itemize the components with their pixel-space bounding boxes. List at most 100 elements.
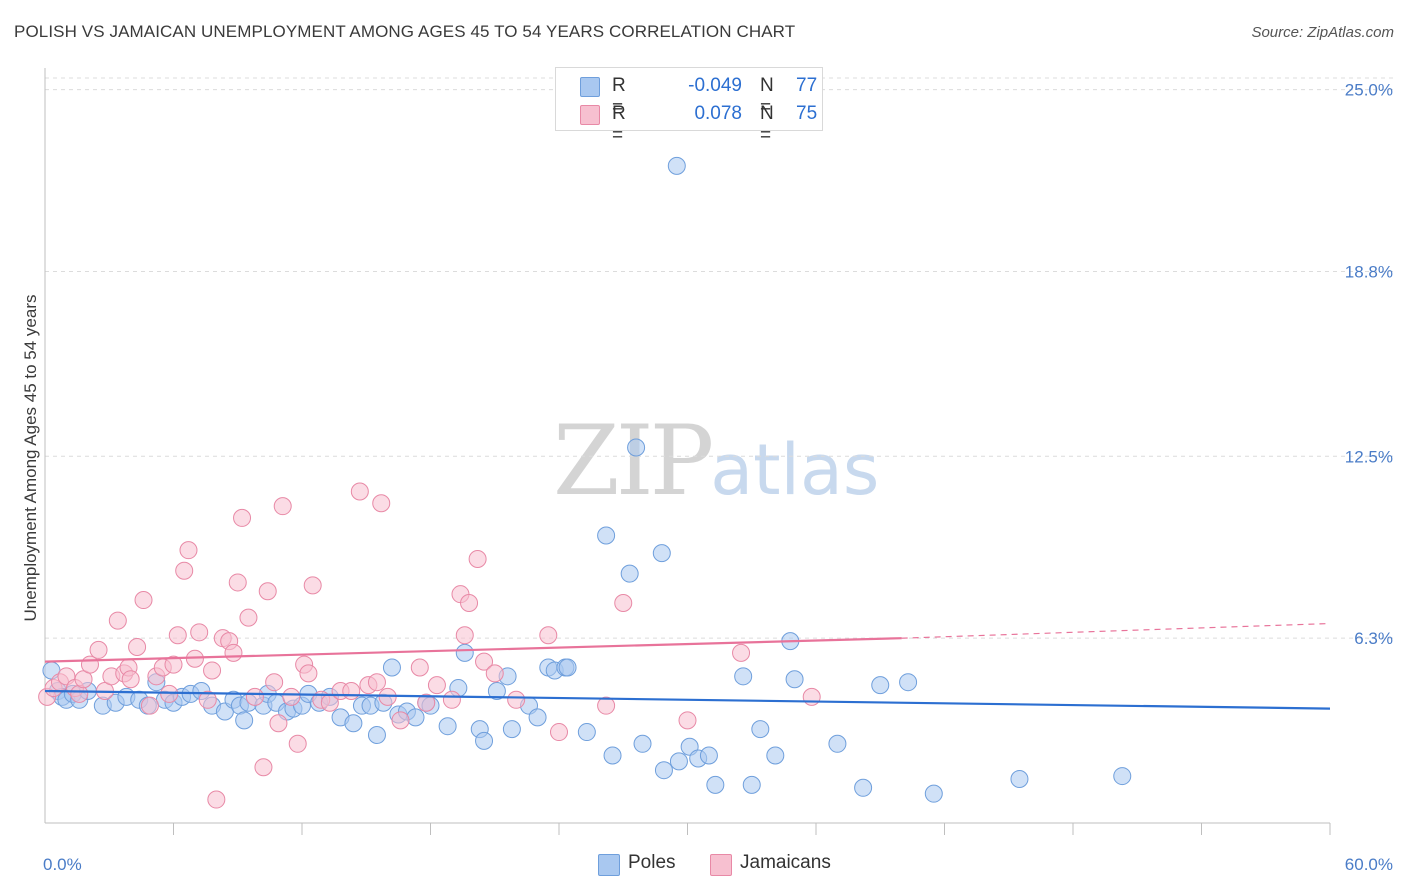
data-point-poles[interactable] (742, 775, 761, 794)
y-tick-label: 18.8% (1345, 262, 1393, 281)
data-point-poles[interactable] (652, 544, 671, 563)
data-point-poles[interactable] (667, 156, 686, 175)
data-point-jamaicans[interactable] (254, 758, 273, 777)
data-point-jamaicans[interactable] (179, 541, 198, 560)
tick-labels-layer: 6.3% 12.5% 18.8% 25.0% 0.0% 60.0% (43, 81, 1393, 874)
data-point-jamaicans[interactable] (442, 690, 461, 709)
source-label[interactable]: Source: ZipAtlas.com (1251, 24, 1394, 41)
data-point-jamaicans[interactable] (265, 673, 284, 692)
data-point-jamaicans[interactable] (468, 549, 487, 568)
data-point-jamaicans[interactable] (282, 687, 301, 706)
data-point-poles[interactable] (633, 734, 652, 753)
data-point-poles[interactable] (699, 746, 718, 765)
data-point-poles[interactable] (577, 723, 596, 742)
data-point-jamaicans[interactable] (273, 497, 292, 516)
data-point-poles[interactable] (620, 564, 639, 583)
data-point-jamaicans[interactable] (342, 681, 361, 700)
trend-line-jamaicans (44, 637, 902, 663)
data-point-poles[interactable] (528, 708, 547, 727)
data-point-poles[interactable] (603, 746, 622, 765)
data-point-jamaicans[interactable] (160, 684, 179, 703)
data-point-poles[interactable] (487, 681, 506, 700)
data-point-poles[interactable] (438, 717, 457, 736)
data-point-poles[interactable] (597, 526, 616, 545)
data-point-poles[interactable] (1010, 769, 1029, 788)
data-point-jamaicans[interactable] (367, 673, 386, 692)
data-point-jamaicans[interactable] (239, 608, 258, 627)
data-point-jamaicans[interactable] (128, 637, 147, 656)
data-point-jamaicans[interactable] (233, 508, 252, 527)
data-point-jamaicans[interactable] (258, 582, 277, 601)
data-point-jamaicans[interactable] (391, 711, 410, 730)
data-point-jamaicans[interactable] (198, 690, 217, 709)
data-point-jamaicans[interactable] (190, 623, 209, 642)
chart-title: POLISH VS JAMAICAN UNEMPLOYMENT AMONG AG… (14, 22, 796, 41)
data-point-jamaicans[interactable] (89, 640, 108, 659)
data-point-poles[interactable] (382, 658, 401, 677)
data-point-poles[interactable] (785, 670, 804, 689)
data-point-jamaicans[interactable] (245, 687, 264, 706)
data-point-poles[interactable] (854, 778, 873, 797)
watermark-atlas: atlas (710, 429, 880, 511)
data-point-jamaicans[interactable] (372, 494, 391, 513)
data-point-jamaicans[interactable] (802, 687, 821, 706)
data-point-poles[interactable] (654, 761, 673, 780)
data-point-jamaicans[interactable] (475, 652, 494, 671)
data-point-jamaicans[interactable] (108, 611, 127, 630)
data-point-jamaicans[interactable] (168, 626, 187, 645)
data-point-poles[interactable] (455, 643, 474, 662)
watermark: ZIPatlas (553, 405, 879, 517)
data-point-poles[interactable] (367, 725, 386, 744)
data-point-poles[interactable] (502, 720, 521, 739)
data-point-jamaicans[interactable] (678, 711, 697, 730)
data-point-jamaicans[interactable] (550, 723, 568, 742)
data-point-jamaicans[interactable] (507, 690, 526, 709)
data-point-jamaicans[interactable] (597, 696, 616, 715)
data-point-jamaicans[interactable] (164, 655, 183, 674)
data-point-jamaicans[interactable] (134, 591, 153, 610)
data-point-jamaicans[interactable] (207, 790, 226, 809)
data-point-jamaicans[interactable] (140, 696, 159, 715)
n-value: 75 (796, 103, 818, 124)
data-point-poles[interactable] (766, 746, 785, 765)
data-point-jamaicans[interactable] (303, 576, 322, 595)
poles-legend-label: Poles (628, 852, 676, 873)
data-point-jamaicans[interactable] (732, 643, 751, 662)
data-point-jamaicans[interactable] (410, 658, 429, 677)
data-point-poles[interactable] (235, 711, 254, 730)
data-point-jamaicans[interactable] (427, 676, 446, 695)
data-point-poles[interactable] (706, 775, 725, 794)
data-point-jamaicans[interactable] (417, 693, 436, 712)
data-point-poles[interactable] (751, 720, 770, 739)
data-point-jamaicans[interactable] (460, 593, 479, 612)
data-point-poles[interactable] (627, 438, 646, 457)
data-point-jamaicans[interactable] (455, 626, 474, 645)
data-point-jamaicans[interactable] (203, 661, 222, 680)
data-point-jamaicans[interactable] (299, 664, 318, 683)
data-point-poles[interactable] (924, 784, 943, 803)
data-point-jamaicans[interactable] (539, 626, 558, 645)
points-layer (38, 156, 1132, 809)
data-point-poles[interactable] (828, 734, 847, 753)
data-point-poles[interactable] (475, 731, 494, 750)
data-point-jamaicans[interactable] (288, 734, 307, 753)
n-label: N = (760, 75, 774, 118)
data-point-jamaicans[interactable] (80, 655, 99, 674)
data-point-jamaicans[interactable] (269, 714, 288, 733)
data-point-poles[interactable] (871, 676, 890, 695)
data-point-poles[interactable] (558, 658, 577, 677)
data-point-poles[interactable] (669, 752, 688, 771)
data-point-poles[interactable] (344, 714, 363, 733)
data-point-jamaicans[interactable] (121, 670, 140, 689)
data-point-jamaicans[interactable] (175, 561, 194, 580)
data-point-poles[interactable] (899, 673, 918, 692)
data-point-poles[interactable] (734, 667, 753, 686)
data-point-jamaicans[interactable] (228, 573, 247, 592)
jamaicans-legend-label: Jamaicans (740, 852, 831, 873)
data-point-jamaicans[interactable] (485, 664, 504, 683)
data-point-poles[interactable] (1113, 767, 1132, 786)
data-point-jamaicans[interactable] (350, 482, 369, 501)
data-point-jamaicans[interactable] (614, 593, 633, 612)
data-point-jamaicans[interactable] (224, 643, 243, 662)
data-point-poles[interactable] (406, 708, 425, 727)
